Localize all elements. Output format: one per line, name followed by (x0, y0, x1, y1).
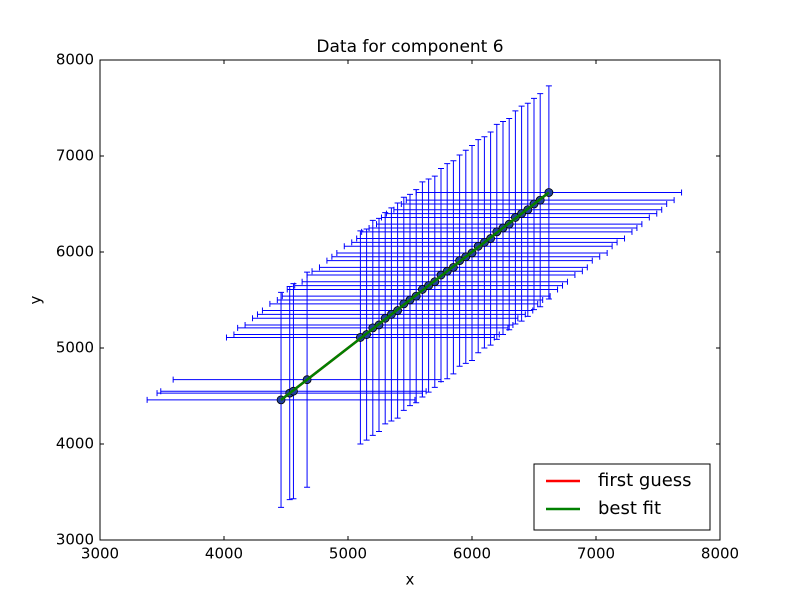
y-tick-label: 6000 (56, 243, 94, 261)
x-tick-label: 7000 (577, 545, 615, 563)
legend-box (533, 463, 711, 531)
y-tick-label: 4000 (56, 435, 94, 453)
legend: first guess best fit (533, 463, 711, 531)
y-axis-label: y (27, 295, 45, 304)
legend-label: best fit (598, 498, 661, 519)
y-tick-label: 5000 (56, 339, 94, 357)
plot-frame (99, 59, 721, 541)
legend-label: first guess (598, 470, 692, 491)
x-tick-label: 5000 (329, 545, 367, 563)
x-axis-label: x (406, 571, 415, 589)
y-tick-label: 7000 (56, 147, 94, 165)
x-tick-label: 8000 (701, 545, 739, 563)
x-tick-label: 4000 (205, 545, 243, 563)
y-tick-label: 8000 (56, 51, 94, 69)
x-tick-label: 3000 (81, 545, 119, 563)
y-tick-label: 3000 (56, 531, 94, 549)
chart-title: Data for component 6 (316, 37, 503, 57)
x-tick-label: 6000 (453, 545, 491, 563)
fit-line (280, 191, 550, 401)
